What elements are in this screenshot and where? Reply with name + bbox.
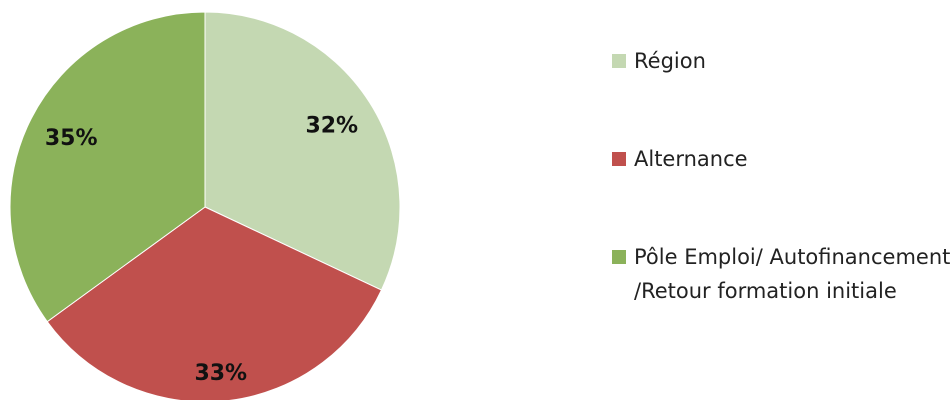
legend-entry: Région [612, 44, 952, 78]
legend-label: Pôle Emploi/ Autofinancement /Retour for… [634, 245, 951, 303]
pie-slice [9, 11, 206, 323]
data-label: 32% [305, 114, 358, 139]
legend-swatch [612, 54, 626, 68]
data-label: 33% [194, 361, 247, 386]
legend-swatch [612, 152, 626, 166]
legend-label: Alternance [634, 147, 748, 171]
pie-slice [46, 206, 383, 400]
legend-label: Région [634, 49, 706, 73]
pie-slice [204, 11, 401, 291]
legend-swatch [612, 250, 626, 264]
data-label: 35% [45, 126, 98, 151]
chart: 32% 33% 35% [9, 11, 401, 400]
legend: Région Alternance Pôle Emploi/ Autofinance… [612, 44, 952, 372]
legend-entry: Alternance [612, 142, 952, 176]
legend-entry: Pôle Emploi/ Autofinancement /Retour for… [612, 240, 952, 308]
